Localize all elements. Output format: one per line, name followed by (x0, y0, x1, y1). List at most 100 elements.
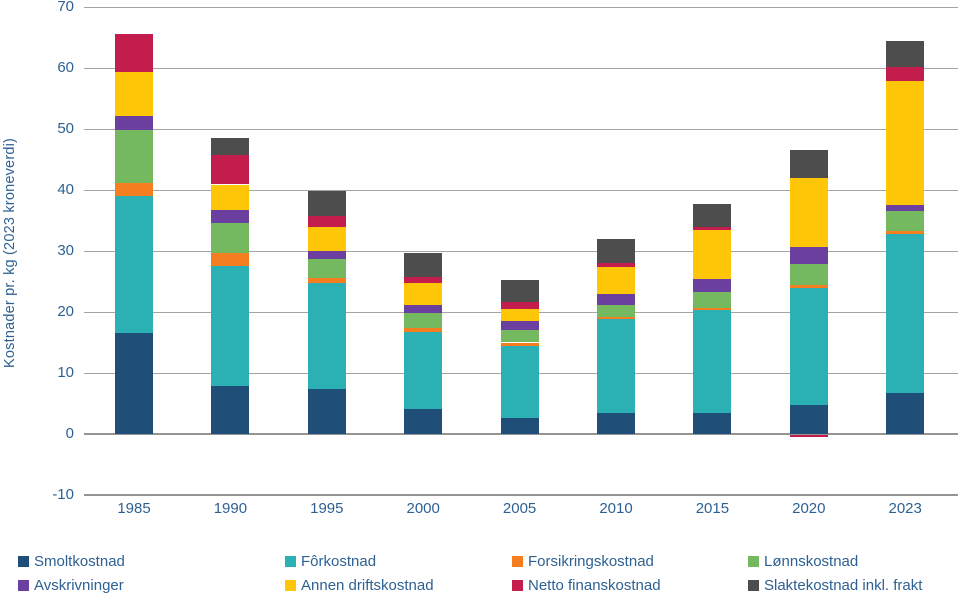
bar-segment-1990-annen-driftskostnad (211, 184, 250, 210)
gridline-50 (84, 129, 958, 130)
x-label-2015: 2015 (695, 500, 730, 517)
bar-segment-2000-f-rkostnad (404, 331, 443, 409)
bar-segment-2010-avskrivninger (597, 293, 635, 305)
gridline-60 (84, 68, 958, 69)
bar-segment-1990-forsikringskostnad (211, 252, 250, 266)
legend-swatch-icon (18, 579, 29, 591)
bar-segment-1995-avskrivninger (307, 251, 346, 259)
bar-segment-2000-avskrivninger (404, 304, 443, 313)
x-label-2000: 2000 (406, 500, 440, 517)
legend-label: Smoltkostnad (34, 552, 125, 570)
bar-segment-2010-netto-finanskostnad (597, 263, 635, 268)
bar-segment-2005-netto-finanskostnad (500, 302, 539, 309)
bar-segment-2010-annen-driftskostnad (597, 267, 635, 294)
bar-segment-1990-f-rkostnad (211, 265, 250, 387)
legend-item-forsikringskostnad: Forsikringskostnad (512, 551, 654, 571)
legend-item-netto-finanskostnad: Netto finanskostnad (512, 575, 661, 595)
x-label-1995: 1995 (310, 500, 344, 517)
y-tick-label-40: 40 (57, 181, 74, 198)
bar-segment-2010-f-rkostnad (597, 318, 635, 414)
gridline-40 (84, 190, 958, 191)
x-label-2020: 2020 (792, 500, 826, 517)
bar-segment-2023-slaktekostnad-inkl-frakt (886, 40, 925, 68)
y-axis-title: Kostnader pr. kg (2023 kroneverdi) (2, 137, 18, 369)
bar-segment-1985-netto-finanskostnad (115, 34, 153, 72)
legend-label: Slaktekostnad inkl. frakt (764, 576, 923, 594)
bar-segment-2000-netto-finanskostnad (404, 277, 443, 283)
bar-segment-2020-avskrivninger (789, 246, 828, 264)
legend-label: Lønnskostnad (764, 552, 859, 570)
bar-segment-2010-forsikringskostnad (597, 316, 635, 319)
bar-segment-2020-forsikringskostnad (789, 285, 828, 288)
y-tick-label-60: 60 (57, 59, 74, 76)
bar-segment-1985-avskrivninger (115, 115, 153, 130)
legend-item-f-rkostnad: Fôrkostnad (285, 551, 376, 571)
bar-segment-2010-slaktekostnad-inkl-frakt (597, 239, 635, 264)
bar-segment-2005-avskrivninger (500, 321, 539, 331)
bar-segment-2005-forsikringskostnad (500, 342, 539, 346)
bar-segment-2020-f-rkostnad (789, 287, 828, 405)
gridline-30 (84, 251, 958, 252)
bar-segment-1995-annen-driftskostnad (307, 227, 346, 251)
bar-segment-2020-slaktekostnad-inkl-frakt (789, 149, 828, 178)
y-tick-label-0: 0 (65, 425, 74, 442)
bar-segment-2023-l-nnskostnad (886, 211, 925, 232)
legend-label: Annen driftskostnad (301, 576, 434, 594)
legend-item-smoltkostnad: Smoltkostnad (18, 551, 125, 571)
legend-swatch-icon (18, 555, 29, 567)
x-label-1985: 1985 (117, 500, 151, 517)
y-tick-label--10: -10 (52, 486, 74, 503)
bar-segment-1985-forsikringskostnad (115, 182, 153, 197)
bar-segment-2005-annen-driftskostnad (500, 308, 539, 322)
bar-segment-2015-f-rkostnad (693, 309, 732, 414)
bar-segment-2015-annen-driftskostnad (693, 229, 732, 280)
bar-segment-1995-netto-finanskostnad (307, 216, 346, 228)
legend-swatch-icon (285, 555, 296, 567)
bar-segment-1995-slaktekostnad-inkl-frakt (307, 190, 346, 217)
bar-segment-2023-smoltkostnad (886, 393, 925, 434)
legend-swatch-icon (748, 555, 759, 567)
bar-segment-2015-avskrivninger (693, 279, 732, 293)
bar-segment-2020-l-nnskostnad (789, 263, 828, 286)
bar-segment-2015-slaktekostnad-inkl-frakt (693, 204, 732, 228)
bar-segment-2000-l-nnskostnad (404, 312, 443, 328)
bar-segment-2010-smoltkostnad (597, 413, 635, 434)
bar-segment-2023-annen-driftskostnad (886, 81, 925, 205)
bar-segment-2020-netto-finanskostnad (789, 435, 828, 438)
legend-item-annen-driftskostnad: Annen driftskostnad (285, 575, 434, 595)
bar-segment-2015-netto-finanskostnad (693, 227, 732, 230)
bar-segment-2005-l-nnskostnad (500, 330, 539, 343)
legend-swatch-icon (285, 579, 296, 591)
bar-segment-1985-f-rkostnad (115, 196, 153, 333)
bar-segment-2000-annen-driftskostnad (404, 282, 443, 305)
bar-segment-1995-f-rkostnad (307, 282, 346, 390)
legend-item-slaktekostnad-inkl-frakt: Slaktekostnad inkl. frakt (748, 575, 922, 595)
bar-segment-2005-smoltkostnad (500, 417, 539, 434)
x-label-1990: 1990 (213, 500, 248, 517)
legend-label: Avskrivninger (34, 576, 124, 594)
bar-segment-1985-annen-driftskostnad (115, 71, 153, 116)
bar-segment-2023-avskrivninger (886, 204, 925, 212)
x-label-2023: 2023 (888, 500, 922, 517)
bar-segment-1990-smoltkostnad (211, 386, 250, 434)
bar-segment-2000-smoltkostnad (404, 408, 443, 434)
y-tick-label-10: 10 (57, 364, 74, 381)
bar-segment-1990-netto-finanskostnad (211, 154, 250, 185)
bar-segment-2015-smoltkostnad (693, 413, 732, 434)
legend-item-avskrivninger: Avskrivninger (18, 575, 124, 595)
y-tick-label-30: 30 (57, 242, 74, 259)
bar-segment-2020-annen-driftskostnad (789, 177, 828, 247)
bar-segment-2000-slaktekostnad-inkl-frakt (404, 252, 443, 278)
y-tick-label-70: 70 (57, 0, 74, 15)
bar-segment-1995-l-nnskostnad (307, 258, 346, 278)
bar-segment-1985-l-nnskostnad (115, 129, 153, 183)
gridline-70 (84, 7, 958, 8)
bar-segment-2005-f-rkostnad (500, 345, 539, 418)
bar-segment-1995-smoltkostnad (307, 389, 346, 434)
bar-segment-2023-netto-finanskostnad (886, 67, 925, 82)
legend-swatch-icon (748, 579, 759, 591)
legend-item-l-nnskostnad: Lønnskostnad (748, 551, 858, 571)
bar-segment-2010-l-nnskostnad (597, 304, 635, 317)
x-label-2010: 2010 (599, 500, 633, 517)
gridline-0 (84, 433, 958, 435)
